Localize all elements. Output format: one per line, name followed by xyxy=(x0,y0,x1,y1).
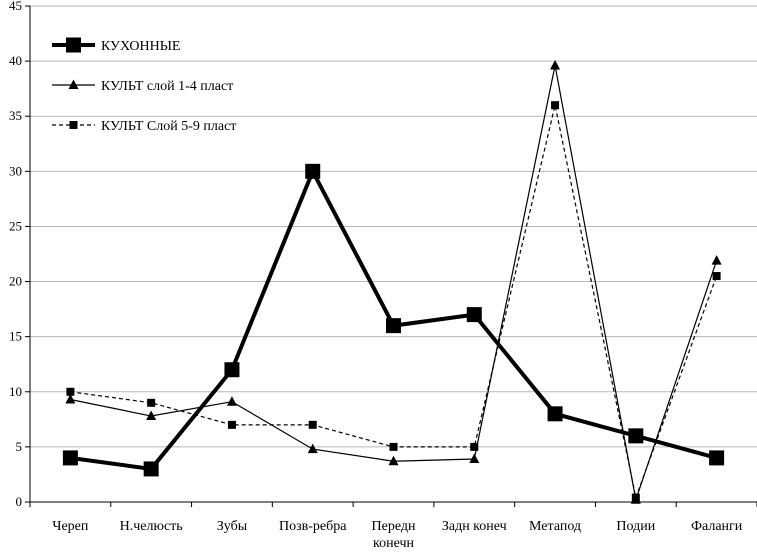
y-tick-label: 10 xyxy=(9,384,22,399)
legend-label: КУЛЬТ слой 1-4 пласт xyxy=(101,79,233,94)
y-tick-label: 40 xyxy=(9,53,22,68)
data-point xyxy=(466,307,482,323)
series-3 xyxy=(66,101,721,502)
x-category-label: конечн xyxy=(373,536,414,551)
legend-swatch-marker xyxy=(69,121,78,129)
data-point xyxy=(65,393,76,404)
y-tick-label: 5 xyxy=(16,439,23,454)
data-point xyxy=(389,442,398,451)
series-line xyxy=(70,105,718,500)
y-tick-label: 25 xyxy=(9,218,22,233)
y-tick-label: 35 xyxy=(9,108,22,123)
data-point xyxy=(143,461,159,477)
legend-label: КУХОННЫЕ xyxy=(101,39,180,54)
data-point xyxy=(628,428,644,444)
data-point xyxy=(630,494,641,504)
data-point xyxy=(224,362,240,378)
y-tick-label: 20 xyxy=(9,274,22,289)
data-point xyxy=(62,450,78,466)
data-point xyxy=(470,442,479,451)
x-category-label: Череп xyxy=(52,519,89,534)
y-tick-label: 0 xyxy=(16,494,23,509)
data-point xyxy=(386,318,401,334)
data-point xyxy=(709,450,725,466)
series-1 xyxy=(62,163,725,477)
series-2 xyxy=(65,60,722,504)
legend-swatch-marker xyxy=(68,79,79,89)
data-point xyxy=(227,420,236,429)
x-category-label: Н.челюсть xyxy=(120,519,183,534)
y-tick-label: 45 xyxy=(9,0,22,13)
y-tick-label: 30 xyxy=(9,163,22,178)
data-point xyxy=(66,387,75,396)
legend-label: КУЛЬТ Слой 5-9 пласт xyxy=(101,119,236,134)
data-point xyxy=(305,163,321,179)
data-point xyxy=(147,398,156,407)
x-category-label: Подии xyxy=(616,519,655,534)
legend: КУХОННЫЕ КУЛЬТ слой 1-4 пласт КУЛЬТ Слой 5… xyxy=(52,37,236,134)
gridlines xyxy=(30,5,757,448)
legend-item: КУЛЬТ слой 1-4 пласт xyxy=(52,79,233,94)
axes: 0 5 10 15 20 25 30 35 40 45 Череп Н.челюсть Зубы Позв… xyxy=(9,0,757,551)
data-point xyxy=(547,406,563,422)
data-point xyxy=(307,443,318,454)
legend-item: КУЛЬТ Слой 5-9 пласт xyxy=(52,119,236,134)
legend-item: КУХОННЫЕ xyxy=(52,37,180,54)
x-category-label: Задн конеч xyxy=(442,519,507,534)
x-category-label: Метапод xyxy=(529,519,581,534)
legend-swatch-marker xyxy=(66,37,81,53)
data-point xyxy=(711,255,722,265)
data-point xyxy=(550,60,561,70)
data-point xyxy=(469,453,480,464)
data-point xyxy=(551,101,560,110)
data-point xyxy=(308,420,317,429)
x-category-label: Фаланги xyxy=(691,519,743,534)
data-point xyxy=(226,396,237,406)
series-lines xyxy=(62,60,725,504)
y-tick-label: 15 xyxy=(9,329,22,344)
x-category-label: Передн xyxy=(372,519,416,534)
data-point xyxy=(146,410,157,421)
data-point xyxy=(712,272,721,281)
data-point xyxy=(388,455,399,466)
x-category-label: Позв-ребра xyxy=(279,519,347,534)
x-category-label: Зубы xyxy=(217,519,248,534)
